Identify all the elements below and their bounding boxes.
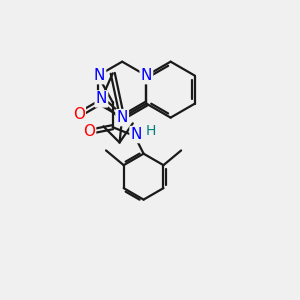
Text: O: O (73, 107, 85, 122)
Text: H: H (146, 124, 156, 138)
Text: N: N (116, 110, 128, 125)
Text: N: N (96, 92, 107, 106)
Text: O: O (83, 124, 95, 139)
Text: N: N (94, 68, 105, 83)
Text: N: N (141, 68, 152, 83)
Text: N: N (130, 127, 142, 142)
